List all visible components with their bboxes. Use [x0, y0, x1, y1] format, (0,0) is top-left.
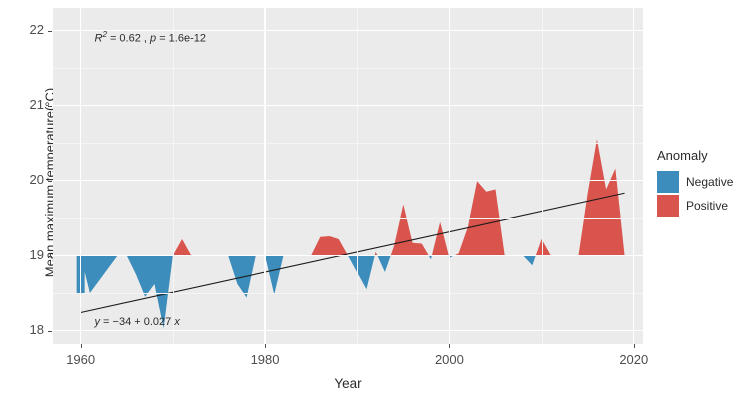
area-segment-positive — [431, 221, 449, 256]
r-squared-annotation: R2 = 0.62 , p = 1.6e-12 — [94, 29, 206, 45]
gridline-minor-horizontal — [53, 143, 643, 144]
x-axis-tick-label: 2000 — [434, 352, 464, 367]
area-segment-negative — [377, 255, 391, 272]
legend: Anomaly Negative Positive — [657, 148, 733, 219]
area-segment-positive — [390, 204, 429, 256]
y-axis-tick-label: 20 — [29, 171, 44, 187]
area-segment-negative — [80, 255, 173, 329]
plot-panel: R2 = 0.62 , p = 1.6e-12 y = −34 + 0.027 x — [53, 8, 643, 344]
gridline-major-horizontal — [53, 29, 643, 32]
legend-entries: Negative Positive — [657, 171, 733, 217]
gridline-major-vertical — [448, 8, 451, 344]
y-axis-tick-label: 19 — [29, 246, 44, 262]
y-axis-tick-mark — [48, 105, 52, 107]
gridline-major-vertical — [79, 8, 82, 344]
gridline-minor-vertical — [541, 8, 543, 344]
gridline-minor-horizontal — [53, 293, 643, 294]
y-axis-tick-mark — [48, 180, 52, 182]
x-axis-tick-mark — [265, 344, 267, 348]
gridline-minor-vertical — [357, 8, 359, 344]
y-axis-tick-mark — [48, 255, 52, 257]
regression-equation-annotation: y = −34 + 0.027 x — [94, 316, 180, 328]
y-axis-tick-mark — [48, 330, 52, 332]
y-axis-tick-label: 21 — [29, 96, 44, 112]
area-segment-positive — [311, 236, 348, 256]
area-segment-negative — [428, 255, 432, 260]
legend-entry-label: Negative — [686, 175, 734, 189]
gridline-minor-vertical — [172, 8, 174, 344]
legend-title: Anomaly — [657, 148, 708, 163]
legend-entry-negative[interactable]: Negative — [657, 171, 733, 193]
area-segment-positive — [535, 139, 625, 256]
area-segment-positive — [374, 251, 378, 256]
gridline-major-horizontal — [53, 179, 643, 182]
area-segment-negative — [228, 255, 312, 298]
legend-entry-positive[interactable]: Positive — [657, 195, 733, 217]
y-axis-tick-mark — [48, 30, 52, 32]
x-axis-tick-label: 1960 — [66, 352, 96, 367]
x-axis-tick-mark — [80, 344, 82, 348]
x-axis-tick-label: 1980 — [250, 352, 280, 367]
gridline-major-horizontal — [53, 329, 643, 332]
gridline-minor-horizontal — [53, 68, 643, 69]
x-axis-tick-mark — [633, 344, 635, 348]
x-axis-tick-mark — [449, 344, 451, 348]
area-segment-positive — [172, 239, 229, 256]
legend-color-swatch — [657, 171, 679, 193]
x-axis-title: Year — [334, 376, 362, 391]
legend-color-swatch — [657, 195, 679, 217]
gridline-major-vertical — [633, 8, 635, 344]
gridline-major-vertical — [264, 8, 266, 344]
y-axis-tick-label: 18 — [29, 321, 44, 337]
area-segment-negative — [523, 255, 536, 266]
gridline-minor-horizontal — [53, 218, 643, 219]
area-segment-negative — [348, 255, 375, 290]
x-axis-tick-label: 2020 — [619, 352, 649, 367]
gridline-major-horizontal — [53, 104, 643, 107]
gridline-major-horizontal — [53, 254, 643, 257]
linear-trend-line — [80, 192, 625, 314]
legend-entry-label: Positive — [686, 199, 729, 213]
y-axis-tick-label: 22 — [29, 21, 44, 37]
